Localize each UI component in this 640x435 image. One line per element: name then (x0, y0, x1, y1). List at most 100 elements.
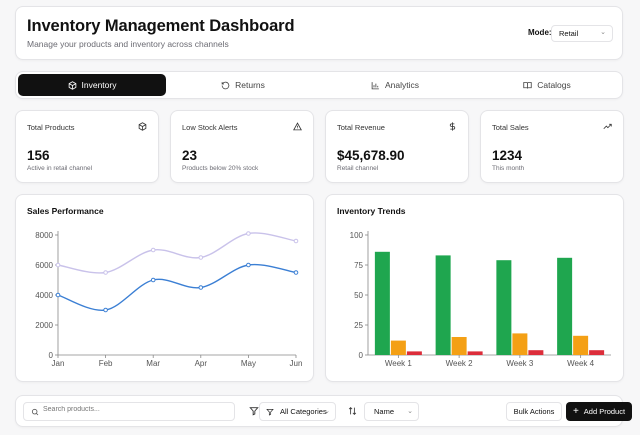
search-icon (31, 408, 39, 416)
chevron-down-icon: ⌄ (324, 408, 330, 415)
rotate-ccw-icon (221, 81, 230, 89)
x-tick-label: Week 3 (506, 359, 534, 368)
data-point (246, 262, 251, 268)
tab-label: Analytics (384, 80, 419, 90)
sort-select-value: Name (374, 407, 395, 416)
box-icon (138, 122, 147, 131)
stat-card-total-products: Total Products 156 Active in retail chan… (15, 110, 159, 183)
mode-select[interactable]: Retail ⌄ (551, 25, 613, 42)
stat-label: Total Products (27, 123, 75, 132)
x-tick-label: Feb (99, 359, 113, 368)
chevron-down-icon: ⌄ (600, 29, 606, 36)
bar (390, 340, 406, 355)
category-select-value: All Categories (280, 407, 327, 416)
book-open-icon (523, 81, 532, 89)
series-line (57, 263, 297, 311)
data-point (150, 277, 156, 283)
mode-label: Mode: (528, 28, 552, 37)
mode-select-value: Retail (559, 29, 579, 38)
x-tick-label: Jan (52, 359, 65, 368)
series-line (57, 232, 297, 274)
inventory-bar-chart: 0 25 50 75 100 Week 1 Week 2 Week 3 Week 4 (350, 231, 611, 368)
tab-label: Catalogs (537, 80, 571, 90)
stat-value: 156 (27, 148, 50, 163)
trending-up-icon (603, 123, 612, 130)
alert-triangle-icon (293, 122, 302, 131)
stat-value: $45,678.90 (337, 148, 405, 163)
x-tick-label: Jun (290, 359, 303, 368)
tab-inventory[interactable]: Inventory (18, 74, 166, 96)
search-box[interactable] (23, 402, 235, 421)
stat-desc: Retail channel (337, 165, 379, 172)
x-tick-label: Week 2 (446, 359, 474, 368)
bar (435, 255, 451, 355)
stat-card-total-sales: Total Sales 1234 This month (480, 110, 624, 183)
tab-catalogs[interactable]: Catalogs (472, 74, 622, 96)
tab-bar: Inventory Returns Analytics Catalogs (15, 71, 623, 99)
bar (589, 350, 605, 355)
add-product-button[interactable]: + Add Product (566, 402, 632, 421)
bar (406, 351, 422, 355)
data-point (198, 285, 204, 290)
add-product-label: Add Product (583, 407, 626, 416)
y-tick-label: 4000 (35, 291, 53, 300)
y-tick-label: 75 (354, 261, 363, 270)
plus-icon: + (572, 405, 579, 417)
y-tick-label: 8000 (35, 231, 53, 240)
y-tick-label: 0 (49, 351, 54, 360)
bar (512, 333, 528, 355)
box-icon (68, 80, 76, 90)
data-point (246, 231, 251, 236)
sales-line-chart: 0 2000 4000 6000 8000 Jan Feb Mar Apr May Jun (35, 231, 303, 368)
bar (374, 251, 390, 355)
category-select[interactable]: All Categories ⌄ (259, 402, 336, 421)
data-point (103, 270, 108, 275)
tab-returns[interactable]: Returns (168, 74, 318, 96)
stat-card-low-stock: Low Stock Alerts 23 Products below 20% s… (170, 110, 314, 183)
data-point (55, 292, 61, 298)
stat-desc: This month (492, 165, 525, 172)
sort-icon (348, 407, 357, 415)
dollar-icon (449, 122, 456, 131)
bar (573, 335, 589, 355)
y-tick-label: 6000 (35, 261, 53, 270)
data-point (198, 255, 204, 260)
bulk-actions-button[interactable]: Bulk Actions (506, 402, 562, 421)
y-tick-label: 0 (359, 351, 364, 360)
x-tick-label: Apr (195, 359, 208, 368)
filter-icon (266, 408, 274, 416)
stat-label: Total Sales (492, 123, 529, 132)
bar (557, 257, 573, 355)
stat-value: 1234 (492, 148, 523, 163)
sort-select[interactable]: Name ⌄ (364, 402, 419, 421)
chevron-down-icon: ⌄ (407, 408, 413, 415)
tab-label: Inventory (81, 80, 117, 90)
stat-label: Low Stock Alerts (182, 123, 238, 132)
filter-icon (249, 407, 259, 416)
bar (496, 260, 512, 355)
inventory-trends-card: Inventory Trends 0 25 50 75 100 Week 1 Week 2 W… (325, 194, 624, 382)
y-tick-label: 25 (354, 321, 363, 330)
sales-performance-card: Sales Performance 0 2000 4000 6000 8000 Jan Fe… (15, 194, 314, 382)
bar-chart-icon (371, 81, 379, 89)
stat-value: 23 (182, 148, 198, 163)
data-point (293, 238, 299, 244)
stat-desc: Active in retail channel (27, 165, 93, 172)
x-tick-label: May (241, 359, 256, 368)
y-tick-label: 100 (350, 231, 364, 240)
search-input[interactable] (43, 406, 223, 413)
chart-title: Sales Performance (27, 206, 104, 216)
x-tick-label: Mar (146, 359, 160, 368)
stat-desc: Products below 20% stock (182, 165, 259, 172)
product-toolbar: All Categories ⌄ Name ⌄ Bulk Actions + A… (15, 395, 632, 427)
bar (451, 337, 467, 355)
tab-analytics[interactable]: Analytics (320, 74, 470, 96)
y-tick-label: 50 (354, 291, 363, 300)
tab-label: Returns (235, 80, 265, 90)
y-tick-label: 2000 (35, 321, 53, 330)
page-subtitle: Manage your products and inventory acros… (27, 39, 229, 49)
data-point (103, 307, 108, 313)
stat-label: Total Revenue (337, 123, 385, 132)
x-tick-label: Week 1 (385, 359, 413, 368)
x-tick-label: Week 4 (567, 359, 595, 368)
